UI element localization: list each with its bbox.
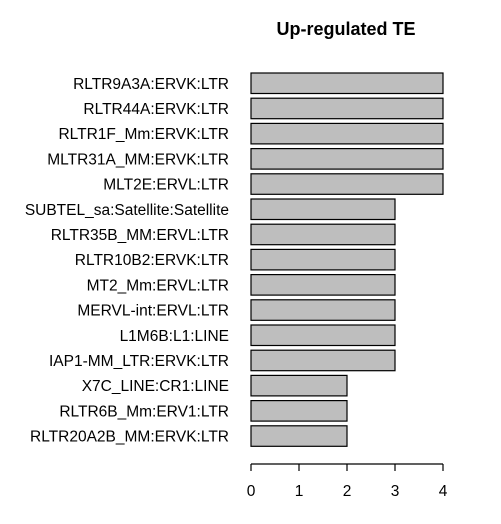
- bar: [250, 248, 396, 271]
- bar: [250, 223, 396, 246]
- chart-title: Up-regulated TE: [276, 19, 415, 39]
- category-label: RLTR6B_Mm:ERV1:LTR: [59, 403, 229, 420]
- category-label: MLTR31A_MM:ERVK:LTR: [47, 151, 229, 168]
- category-label: MLT2E:ERVL:LTR: [103, 177, 229, 194]
- category-labels: RLTR9A3A:ERVK:LTR RLTR44A:ERVK:LTR RLTR1F_…: [25, 76, 229, 446]
- category-label: IAP1-MM_LTR:ERVK:LTR: [49, 353, 229, 370]
- bar: [250, 122, 444, 145]
- category-label: L1M6B:L1:LINE: [120, 328, 229, 345]
- x-tick-label: 1: [295, 483, 304, 500]
- x-tick-label: 0: [247, 483, 256, 500]
- bar: [250, 374, 348, 397]
- x-axis: 0 1 2 3 4: [247, 463, 448, 500]
- x-tick-label: 4: [439, 483, 448, 500]
- bar: [250, 72, 444, 95]
- category-label: RLTR9A3A:ERVK:LTR: [73, 76, 229, 93]
- category-label: RLTR35B_MM:ERVL:LTR: [51, 227, 229, 244]
- bar: [250, 198, 396, 221]
- category-label: RLTR1F_Mm:ERVK:LTR: [58, 126, 229, 143]
- x-tick-label: 3: [391, 483, 400, 500]
- category-label: RLTR20A2B_MM:ERVK:LTR: [30, 429, 229, 446]
- category-label: RLTR44A:ERVK:LTR: [83, 101, 229, 118]
- category-label: MERVL-int:ERVL:LTR: [77, 303, 229, 320]
- bar: [250, 97, 444, 120]
- category-label: X7C_LINE:CR1:LINE: [82, 378, 229, 395]
- bar: [250, 173, 444, 195]
- bar: [250, 400, 348, 422]
- x-tick-label: 2: [343, 483, 352, 500]
- category-label: MT2_Mm:ERVL:LTR: [87, 277, 229, 294]
- bars-group: [250, 72, 444, 447]
- category-label: RLTR10B2:ERVK:LTR: [75, 252, 229, 269]
- category-label: SUBTEL_sa:Satellite:Satellite: [25, 202, 229, 219]
- bar: [250, 425, 348, 447]
- bar: [250, 148, 444, 170]
- bar: [250, 274, 396, 296]
- bar: [250, 324, 396, 347]
- bar: [250, 299, 396, 321]
- bar: [250, 349, 396, 372]
